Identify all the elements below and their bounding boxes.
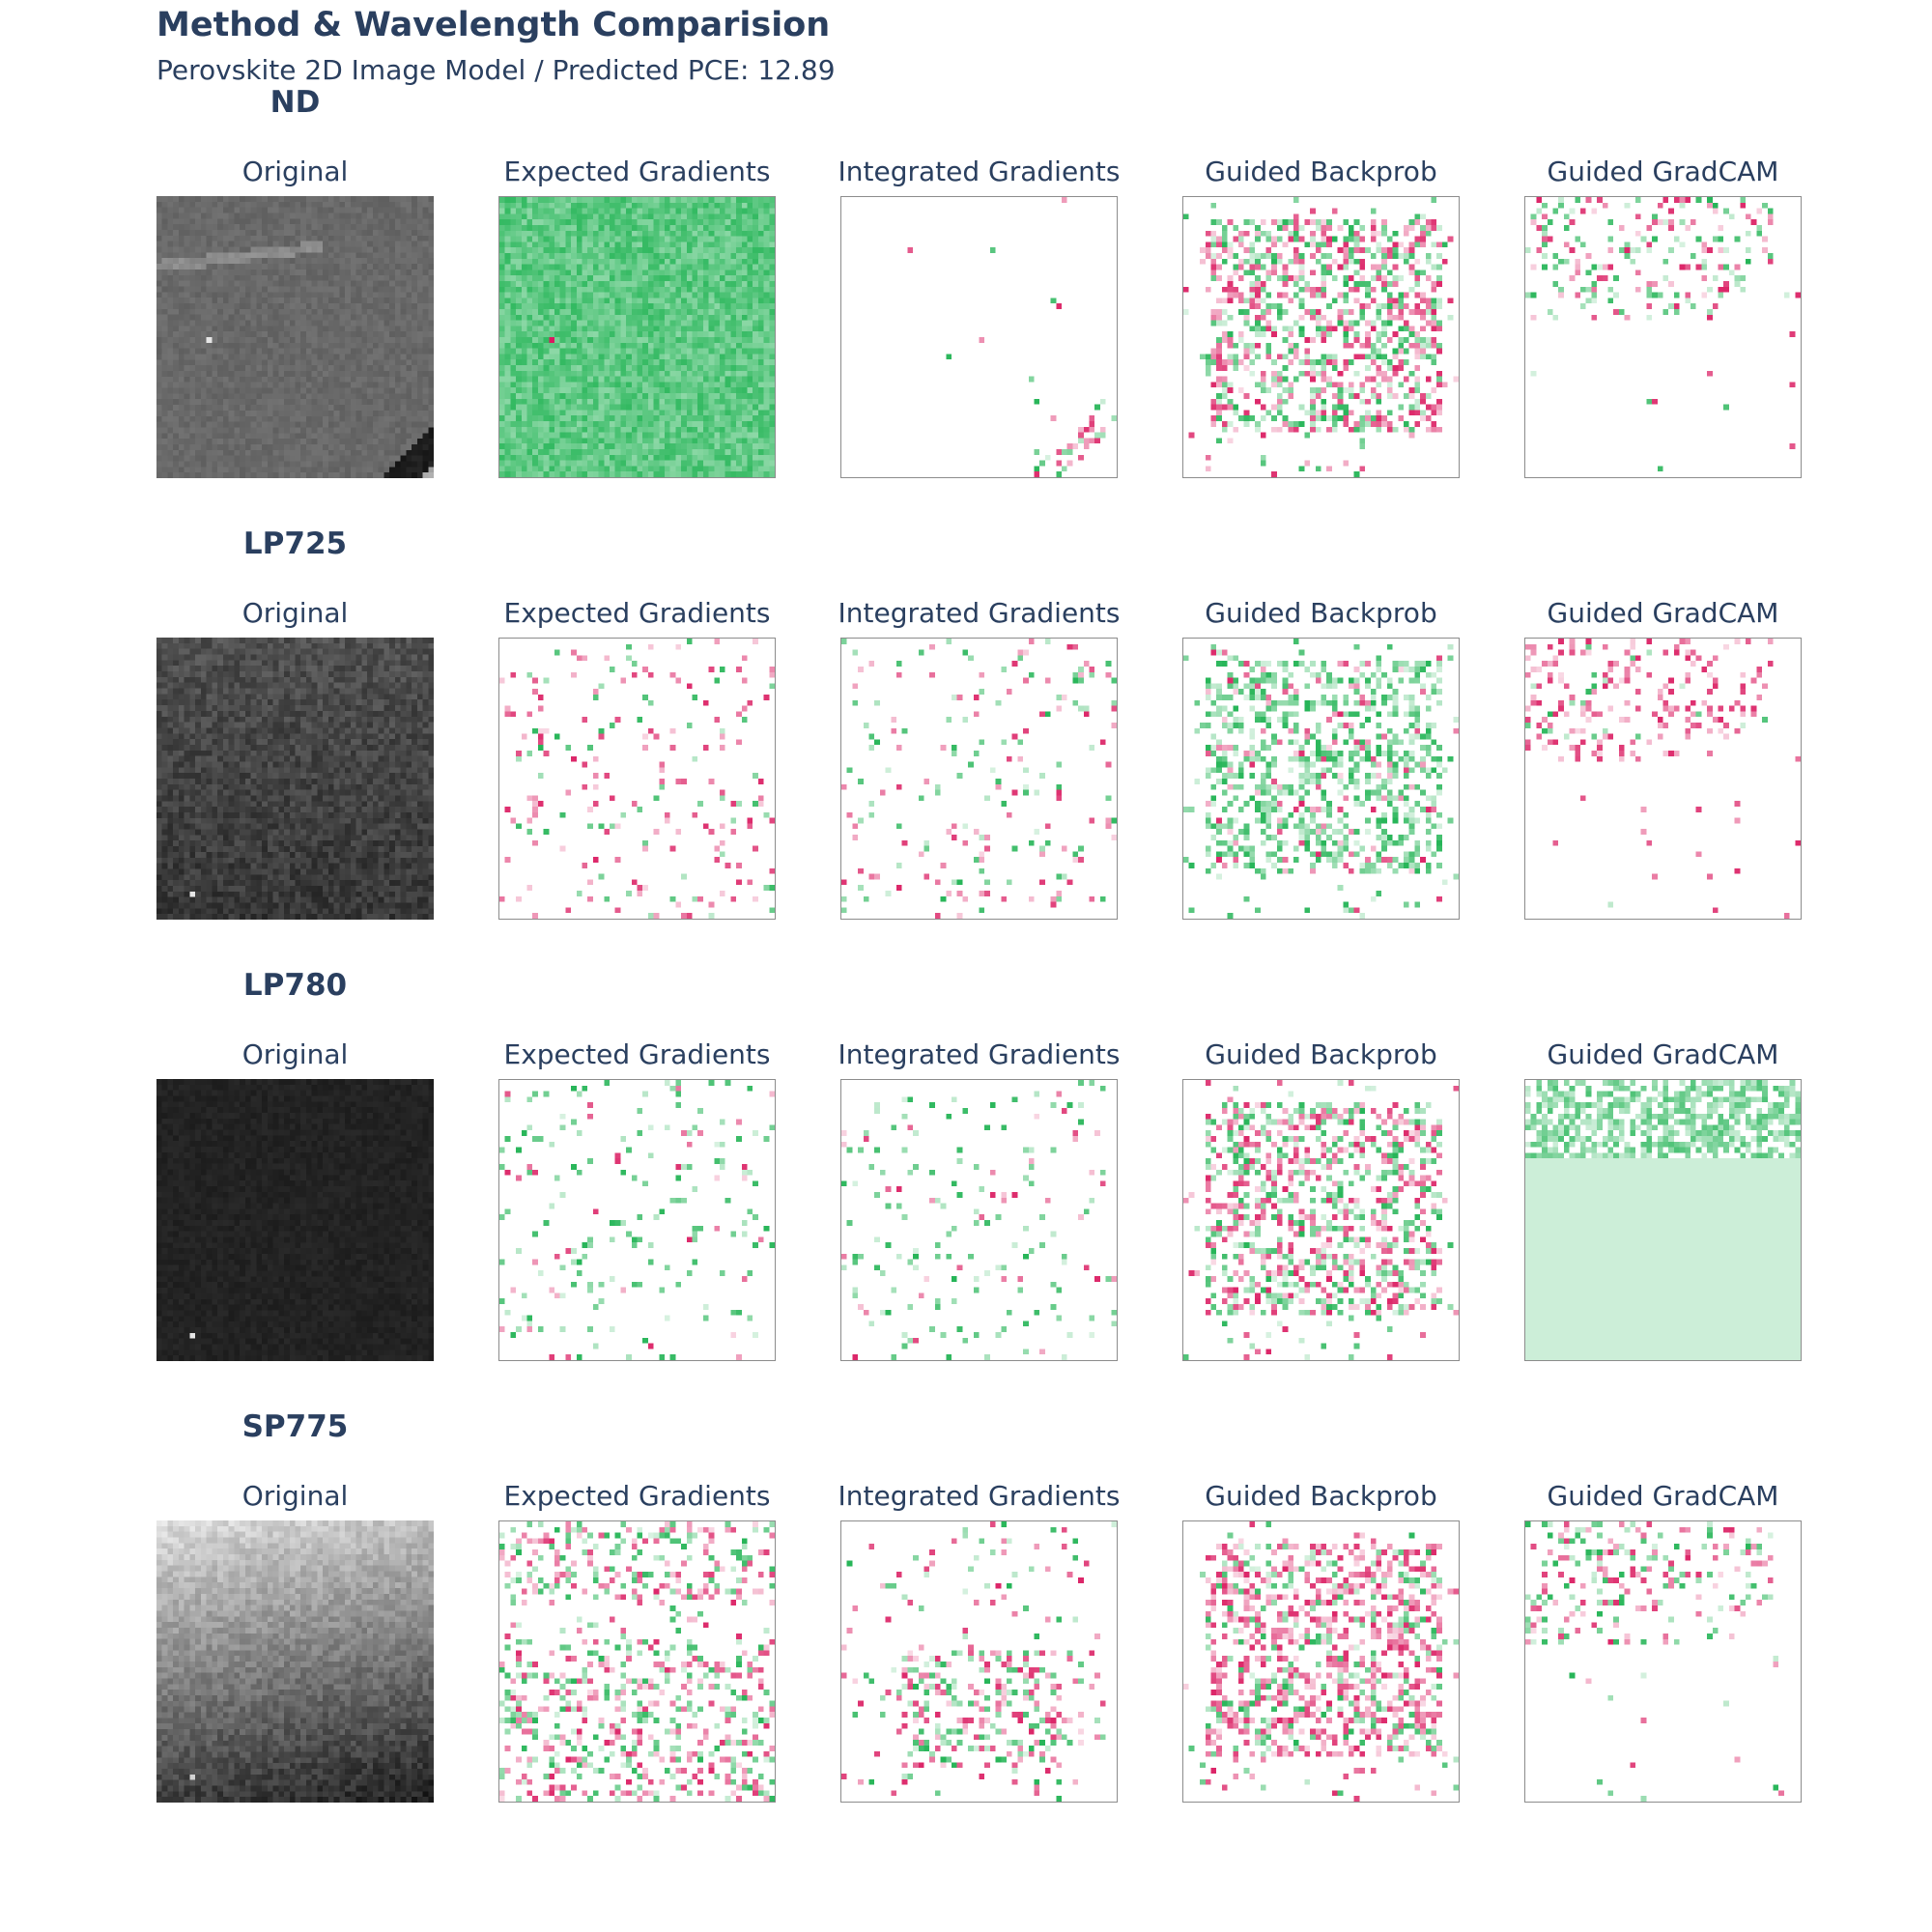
figure-subtitle: Perovskite 2D Image Model / Predicted PC… <box>156 54 836 86</box>
heatmap-panel-nd-guided-gradcam <box>1524 196 1802 478</box>
heatmap-cells <box>156 196 434 478</box>
panel-title: Guided Backprob <box>1205 156 1437 187</box>
heatmap-cells <box>1525 197 1801 477</box>
heatmap-cells <box>499 1080 775 1360</box>
panel-title: Guided Backprob <box>1205 1038 1437 1070</box>
heatmap-panel-lp725-expected-gradients <box>498 638 776 920</box>
heatmap-panel-sp775-guided-backprob <box>1182 1520 1460 1803</box>
panel-title: Original <box>242 1038 349 1070</box>
heatmap-cells <box>1525 639 1801 919</box>
heatmap-panel-lp780-expected-gradients <box>498 1079 776 1361</box>
heatmap-cells <box>499 639 775 919</box>
panel-title: Expected Gradients <box>503 597 771 629</box>
panel-title: Expected Gradients <box>503 1480 771 1512</box>
heatmap-cells <box>1525 1521 1801 1802</box>
heatmap-panel-lp725-guided-backprob <box>1182 638 1460 920</box>
panel-title: Guided GradCAM <box>1547 1038 1779 1070</box>
panel-title: Integrated Gradients <box>838 1480 1121 1512</box>
heatmap-cells <box>156 1520 434 1803</box>
heatmap-panel-nd-integrated-gradients <box>840 196 1118 478</box>
heatmap-cells <box>841 1080 1117 1360</box>
panel-title: Integrated Gradients <box>838 156 1121 187</box>
heatmap-panel-sp775-guided-gradcam <box>1524 1520 1802 1803</box>
row-title-nd: ND <box>270 85 321 120</box>
heatmap-cells <box>499 1521 775 1802</box>
heatmap-cells <box>1183 1080 1459 1360</box>
heatmap-cells <box>841 1521 1117 1802</box>
heatmap-cells <box>1525 1080 1801 1360</box>
panel-title: Guided GradCAM <box>1547 156 1779 187</box>
panel-title: Original <box>242 156 349 187</box>
heatmap-cells <box>499 197 775 477</box>
panel-title: Expected Gradients <box>503 156 771 187</box>
heatmap-panel-sp775-expected-gradients <box>498 1520 776 1803</box>
heatmap-panel-lp725-integrated-gradients <box>840 638 1118 920</box>
heatmap-cells <box>1183 639 1459 919</box>
heatmap-cells <box>1183 1521 1459 1802</box>
panel-title: Guided GradCAM <box>1547 1480 1779 1512</box>
panel-title: Guided GradCAM <box>1547 597 1779 629</box>
heatmap-panel-lp780-guided-backprob <box>1182 1079 1460 1361</box>
panel-title: Guided Backprob <box>1205 597 1437 629</box>
heatmap-panel-lp725-guided-gradcam <box>1524 638 1802 920</box>
heatmap-cells <box>841 197 1117 477</box>
panel-title: Integrated Gradients <box>838 1038 1121 1070</box>
heatmap-panel-sp775-integrated-gradients <box>840 1520 1118 1803</box>
heatmap-cells <box>156 1079 434 1361</box>
panel-title: Original <box>242 1480 349 1512</box>
heatmap-panel-lp780-guided-gradcam <box>1524 1079 1802 1361</box>
heatmap-panel-nd-expected-gradients <box>498 196 776 478</box>
panel-title: Original <box>242 597 349 629</box>
figure-title: Method & Wavelength Comparision <box>156 6 831 44</box>
heatmap-panel-sp775-original <box>156 1520 434 1803</box>
panel-title: Integrated Gradients <box>838 597 1121 629</box>
heatmap-cells <box>156 638 434 920</box>
row-title-lp725: LP725 <box>242 526 348 561</box>
heatmap-cells <box>1183 197 1459 477</box>
heatmap-panel-lp725-original <box>156 638 434 920</box>
heatmap-panel-nd-guided-backprob <box>1182 196 1460 478</box>
panel-title: Guided Backprob <box>1205 1480 1437 1512</box>
heatmap-cells <box>841 639 1117 919</box>
heatmap-panel-lp780-original <box>156 1079 434 1361</box>
row-title-sp775: SP775 <box>242 1409 349 1444</box>
panel-title: Expected Gradients <box>503 1038 771 1070</box>
heatmap-panel-lp780-integrated-gradients <box>840 1079 1118 1361</box>
heatmap-panel-nd-original <box>156 196 434 478</box>
row-title-lp780: LP780 <box>242 968 348 1003</box>
